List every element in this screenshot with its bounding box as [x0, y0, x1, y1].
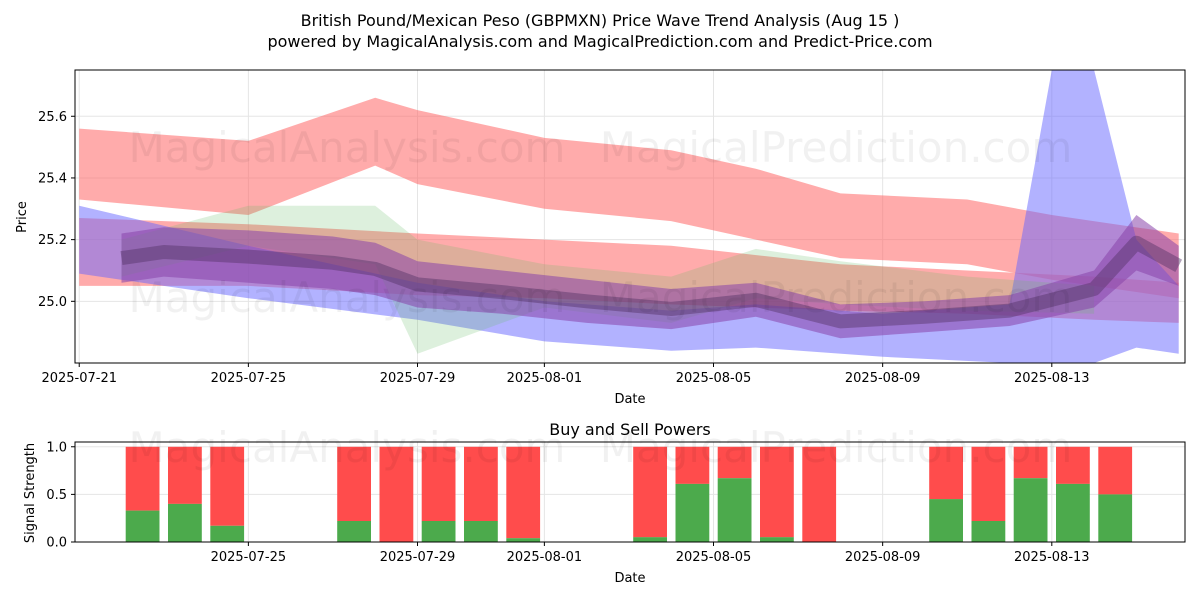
watermark-right-top: MagicalPrediction.com: [600, 123, 1073, 172]
price-y-tick-label: 25.2: [38, 233, 67, 248]
sell-bar: [675, 446, 710, 484]
sell-bar: [971, 446, 1006, 522]
price-axes: 2025-07-21 2025-07-25 2025-07-29 2025-08-01…: [38, 110, 1090, 386]
price-y-axis-label: Price: [15, 201, 30, 233]
chart-subtitle: powered by MagicalAnalysis.com and Magic…: [267, 32, 932, 51]
sell-bar: [337, 446, 371, 522]
sell-bar: [1056, 446, 1090, 484]
powers-x-axis-label: Date: [614, 571, 645, 586]
watermark-right-bottom: MagicalPrediction.com: [600, 423, 1073, 472]
sell-bar: [125, 446, 160, 511]
price-x-tick-label: 2025-07-29: [380, 371, 456, 386]
watermark-left-mid: MagicalAnalysis.com: [129, 273, 566, 322]
price-x-axis-label: Date: [614, 392, 645, 407]
watermark-left-bottom: MagicalAnalysis.com: [129, 423, 566, 472]
powers-y-tick-label: 0.0: [46, 536, 67, 551]
buy-bar: [168, 503, 202, 542]
powers-y-axis-label: Signal Strength: [23, 443, 38, 543]
sell-bar: [464, 446, 498, 522]
buy-bar: [717, 478, 752, 542]
buy-bar: [929, 499, 963, 542]
price-x-tick-label: 2025-07-25: [211, 371, 287, 386]
price-x-tick-label: 2025-08-13: [1014, 371, 1090, 386]
powers-y-tick-label: 0.5: [46, 488, 67, 503]
buy-bar: [760, 537, 794, 542]
price-y-tick-label: 25.4: [38, 171, 67, 186]
powers-x-tick-label: 2025-07-29: [380, 550, 456, 565]
buy-bar: [971, 521, 1006, 542]
price-y-tick-label: 25.0: [38, 295, 67, 310]
sell-bar: [168, 446, 202, 504]
powers-axes: 2025-07-25 2025-07-29 2025-08-01 2025-08-05…: [46, 440, 1089, 565]
sell-bar: [421, 446, 456, 522]
buy-bar: [675, 483, 710, 542]
powers-x-tick-label: 2025-07-25: [211, 550, 287, 565]
powers-x-tick-label: 2025-08-13: [1014, 550, 1090, 565]
sell-bar: [760, 446, 794, 538]
price-band-purple-4: [121, 215, 1179, 339]
watermark-left-top: MagicalAnalysis.com: [129, 123, 566, 172]
sell-bar: [379, 446, 414, 542]
price-x-tick-label: 2025-07-21: [41, 371, 117, 386]
buy-bar: [1013, 478, 1048, 542]
powers-plot-frame: [74, 441, 1186, 543]
sell-bar: [1013, 446, 1048, 479]
watermark-right-mid: MagicalPrediction.com: [600, 273, 1073, 322]
buy-bar: [1098, 494, 1133, 542]
powers-bars: [125, 446, 1133, 542]
price-plot-frame: [74, 69, 1186, 364]
price-y-tick-label: 25.6: [38, 110, 67, 125]
buy-bar: [210, 525, 245, 542]
powers-y-tick-label: 1.0: [46, 440, 67, 455]
buy-bar: [1056, 483, 1090, 542]
price-x-tick-label: 2025-08-01: [507, 371, 583, 386]
sell-bar: [717, 446, 752, 479]
buy-bar: [506, 538, 541, 542]
sell-bar: [633, 446, 667, 538]
powers-x-tick-label: 2025-08-05: [676, 550, 752, 565]
powers-x-tick-label: 2025-08-01: [507, 550, 583, 565]
price-bands: [79, 70, 1183, 363]
price-x-tick-label: 2025-08-09: [845, 371, 921, 386]
sell-bar: [929, 446, 963, 500]
sell-bar: [506, 446, 541, 539]
sell-bar: [210, 446, 245, 526]
price-band-red-0: [79, 97, 1179, 299]
buy-bar: [421, 521, 456, 542]
buy-bar: [633, 537, 667, 542]
buy-bar: [464, 521, 498, 542]
powers-chart-title: Buy and Sell Powers: [549, 420, 711, 439]
buy-bar: [125, 510, 160, 542]
powers-x-tick-label: 2025-08-09: [845, 550, 921, 565]
price-core-line: [120, 235, 1183, 329]
buy-bar: [337, 521, 371, 542]
sell-bar: [802, 446, 837, 542]
chart-title: British Pound/Mexican Peso (GBPMXN) Pric…: [301, 11, 900, 30]
sell-bar: [1098, 446, 1133, 495]
price-x-tick-label: 2025-08-05: [676, 371, 752, 386]
